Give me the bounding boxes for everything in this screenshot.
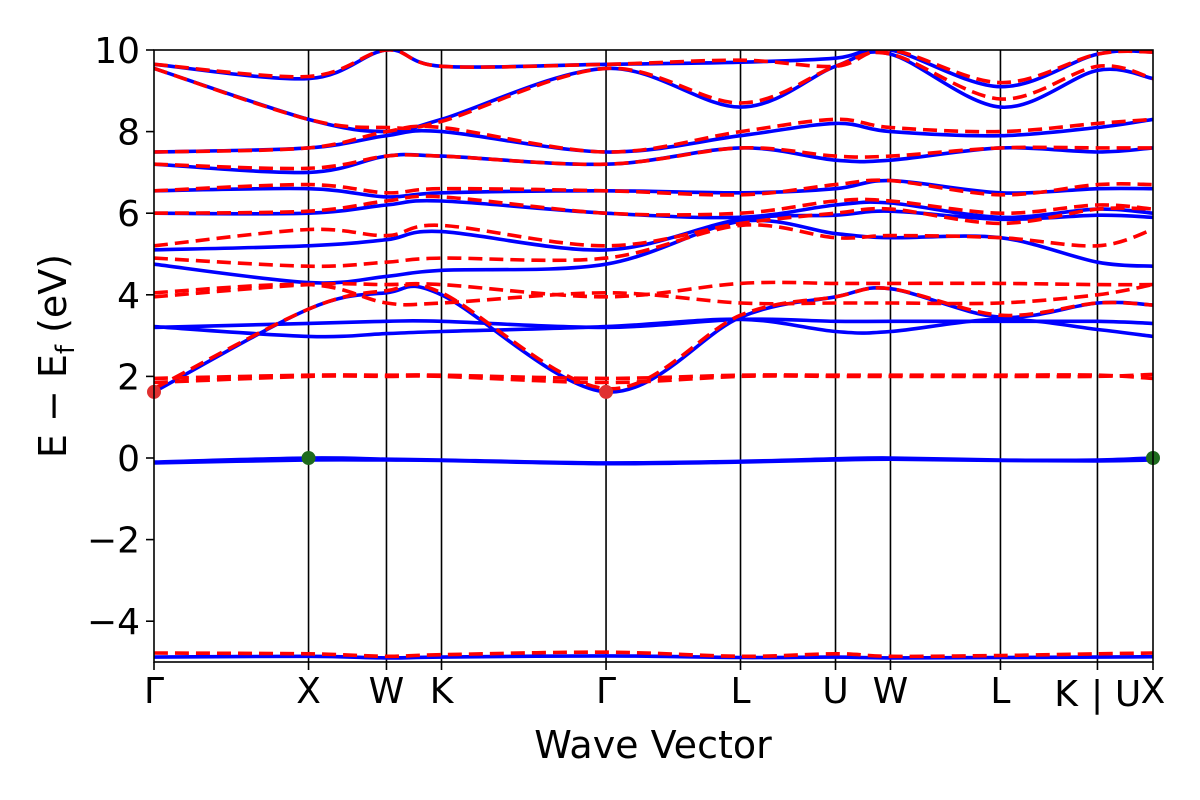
bands-layer — [154, 50, 1153, 660]
y-axis-title: E − Ef (eV) — [31, 254, 81, 458]
x-tick-label: X — [296, 671, 321, 712]
model-band-line — [154, 282, 1153, 391]
dft-band-line — [154, 117, 1153, 154]
vbm-marker — [301, 451, 316, 465]
model-band-line — [154, 178, 1153, 197]
plot-frame — [153, 49, 1154, 663]
model-band-line — [154, 117, 1153, 154]
x-tick-label: X — [1141, 671, 1166, 712]
y-tick-label: 0 — [117, 439, 140, 480]
markers-layer — [147, 384, 1160, 465]
dft-band-line — [154, 317, 1153, 339]
model-band-line — [154, 50, 1153, 131]
y-axis-title-group: E − Ef (eV) — [31, 254, 81, 458]
model-band-line — [154, 280, 1153, 299]
x-tick-label: U — [822, 671, 848, 712]
model-band-line — [154, 373, 1153, 381]
y-tick-label: −4 — [87, 602, 140, 643]
dft-band-line — [154, 178, 1153, 199]
dft-band-line — [154, 198, 1153, 220]
model-band-line — [154, 650, 1153, 659]
y-axis-title-subscript: f — [51, 344, 81, 354]
y-tick-label: 10 — [94, 31, 140, 72]
x-tick-label: L — [730, 671, 750, 712]
y-tick-label: 4 — [117, 276, 140, 317]
y-tick-label: 6 — [117, 194, 140, 235]
model-band-line — [154, 145, 1153, 171]
model-band-line — [154, 223, 1153, 269]
dft-band-line — [154, 50, 1153, 134]
x-tick-label: Γ — [144, 671, 164, 712]
x-tick-label: L — [990, 671, 1010, 712]
cbm-marker — [599, 384, 614, 399]
x-axis-ticks: Γ X W K Γ L U W L K | U X — [144, 662, 1165, 715]
x-tick-label: Γ — [596, 671, 616, 712]
x-axis-title: Wave Vector — [534, 723, 772, 767]
model-band-line — [154, 50, 1153, 85]
model-band-line — [154, 194, 1153, 217]
x-tick-label: | — [1091, 674, 1103, 715]
y-axis-title-unit: (eV) — [31, 254, 75, 333]
y-tick-label: 2 — [117, 357, 140, 398]
dft-band-line — [154, 209, 1153, 252]
y-axis-ticks: −4 −2 0 2 4 6 8 10 — [87, 31, 154, 643]
x-tick-label: U — [1115, 674, 1141, 715]
y-axis-title-main: E − E — [31, 354, 75, 458]
x-tick-label: K — [1054, 674, 1079, 715]
x-tick-label: W — [369, 671, 405, 712]
y-tick-label: 8 — [117, 113, 140, 154]
x-tick-label: K — [430, 671, 455, 712]
y-tick-label: −2 — [87, 521, 140, 562]
model-band-line — [154, 206, 1153, 248]
dft-band-line — [154, 457, 1153, 466]
x-tick-label: W — [873, 671, 909, 712]
model-band-line — [154, 282, 1153, 307]
